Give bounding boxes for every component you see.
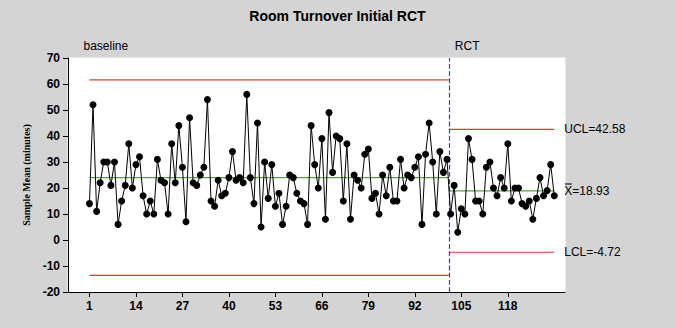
svg-text:66: 66 bbox=[315, 299, 329, 313]
svg-text:14: 14 bbox=[129, 299, 143, 313]
svg-text:30: 30 bbox=[47, 155, 61, 169]
svg-text:79: 79 bbox=[362, 299, 376, 313]
svg-text:70: 70 bbox=[47, 51, 61, 65]
svg-text:LCL=-4.72: LCL=-4.72 bbox=[564, 245, 621, 259]
svg-text:Room Turnover Initial RCT: Room Turnover Initial RCT bbox=[249, 8, 426, 24]
svg-text:40: 40 bbox=[47, 129, 61, 143]
svg-text:UCL=42.58: UCL=42.58 bbox=[564, 122, 625, 136]
svg-text:RCT: RCT bbox=[455, 39, 480, 53]
svg-text:50: 50 bbox=[47, 103, 61, 117]
svg-text:53: 53 bbox=[269, 299, 283, 313]
svg-text:1: 1 bbox=[86, 299, 93, 313]
svg-text:118: 118 bbox=[498, 299, 518, 313]
svg-text:60: 60 bbox=[47, 77, 61, 91]
svg-text:105: 105 bbox=[451, 299, 471, 313]
svg-text:27: 27 bbox=[176, 299, 190, 313]
svg-text:20: 20 bbox=[47, 181, 61, 195]
svg-text:Sample Mean (minutes): Sample Mean (minutes) bbox=[21, 124, 33, 226]
svg-text:92: 92 bbox=[408, 299, 422, 313]
svg-text:X̿=18.93: X̿=18.93 bbox=[564, 183, 609, 198]
svg-text:baseline: baseline bbox=[83, 39, 128, 53]
svg-text:10: 10 bbox=[47, 207, 61, 221]
svg-text:40: 40 bbox=[222, 299, 236, 313]
svg-text:-20: -20 bbox=[43, 285, 61, 299]
svg-text:0: 0 bbox=[53, 233, 60, 247]
svg-text:-10: -10 bbox=[43, 259, 61, 273]
